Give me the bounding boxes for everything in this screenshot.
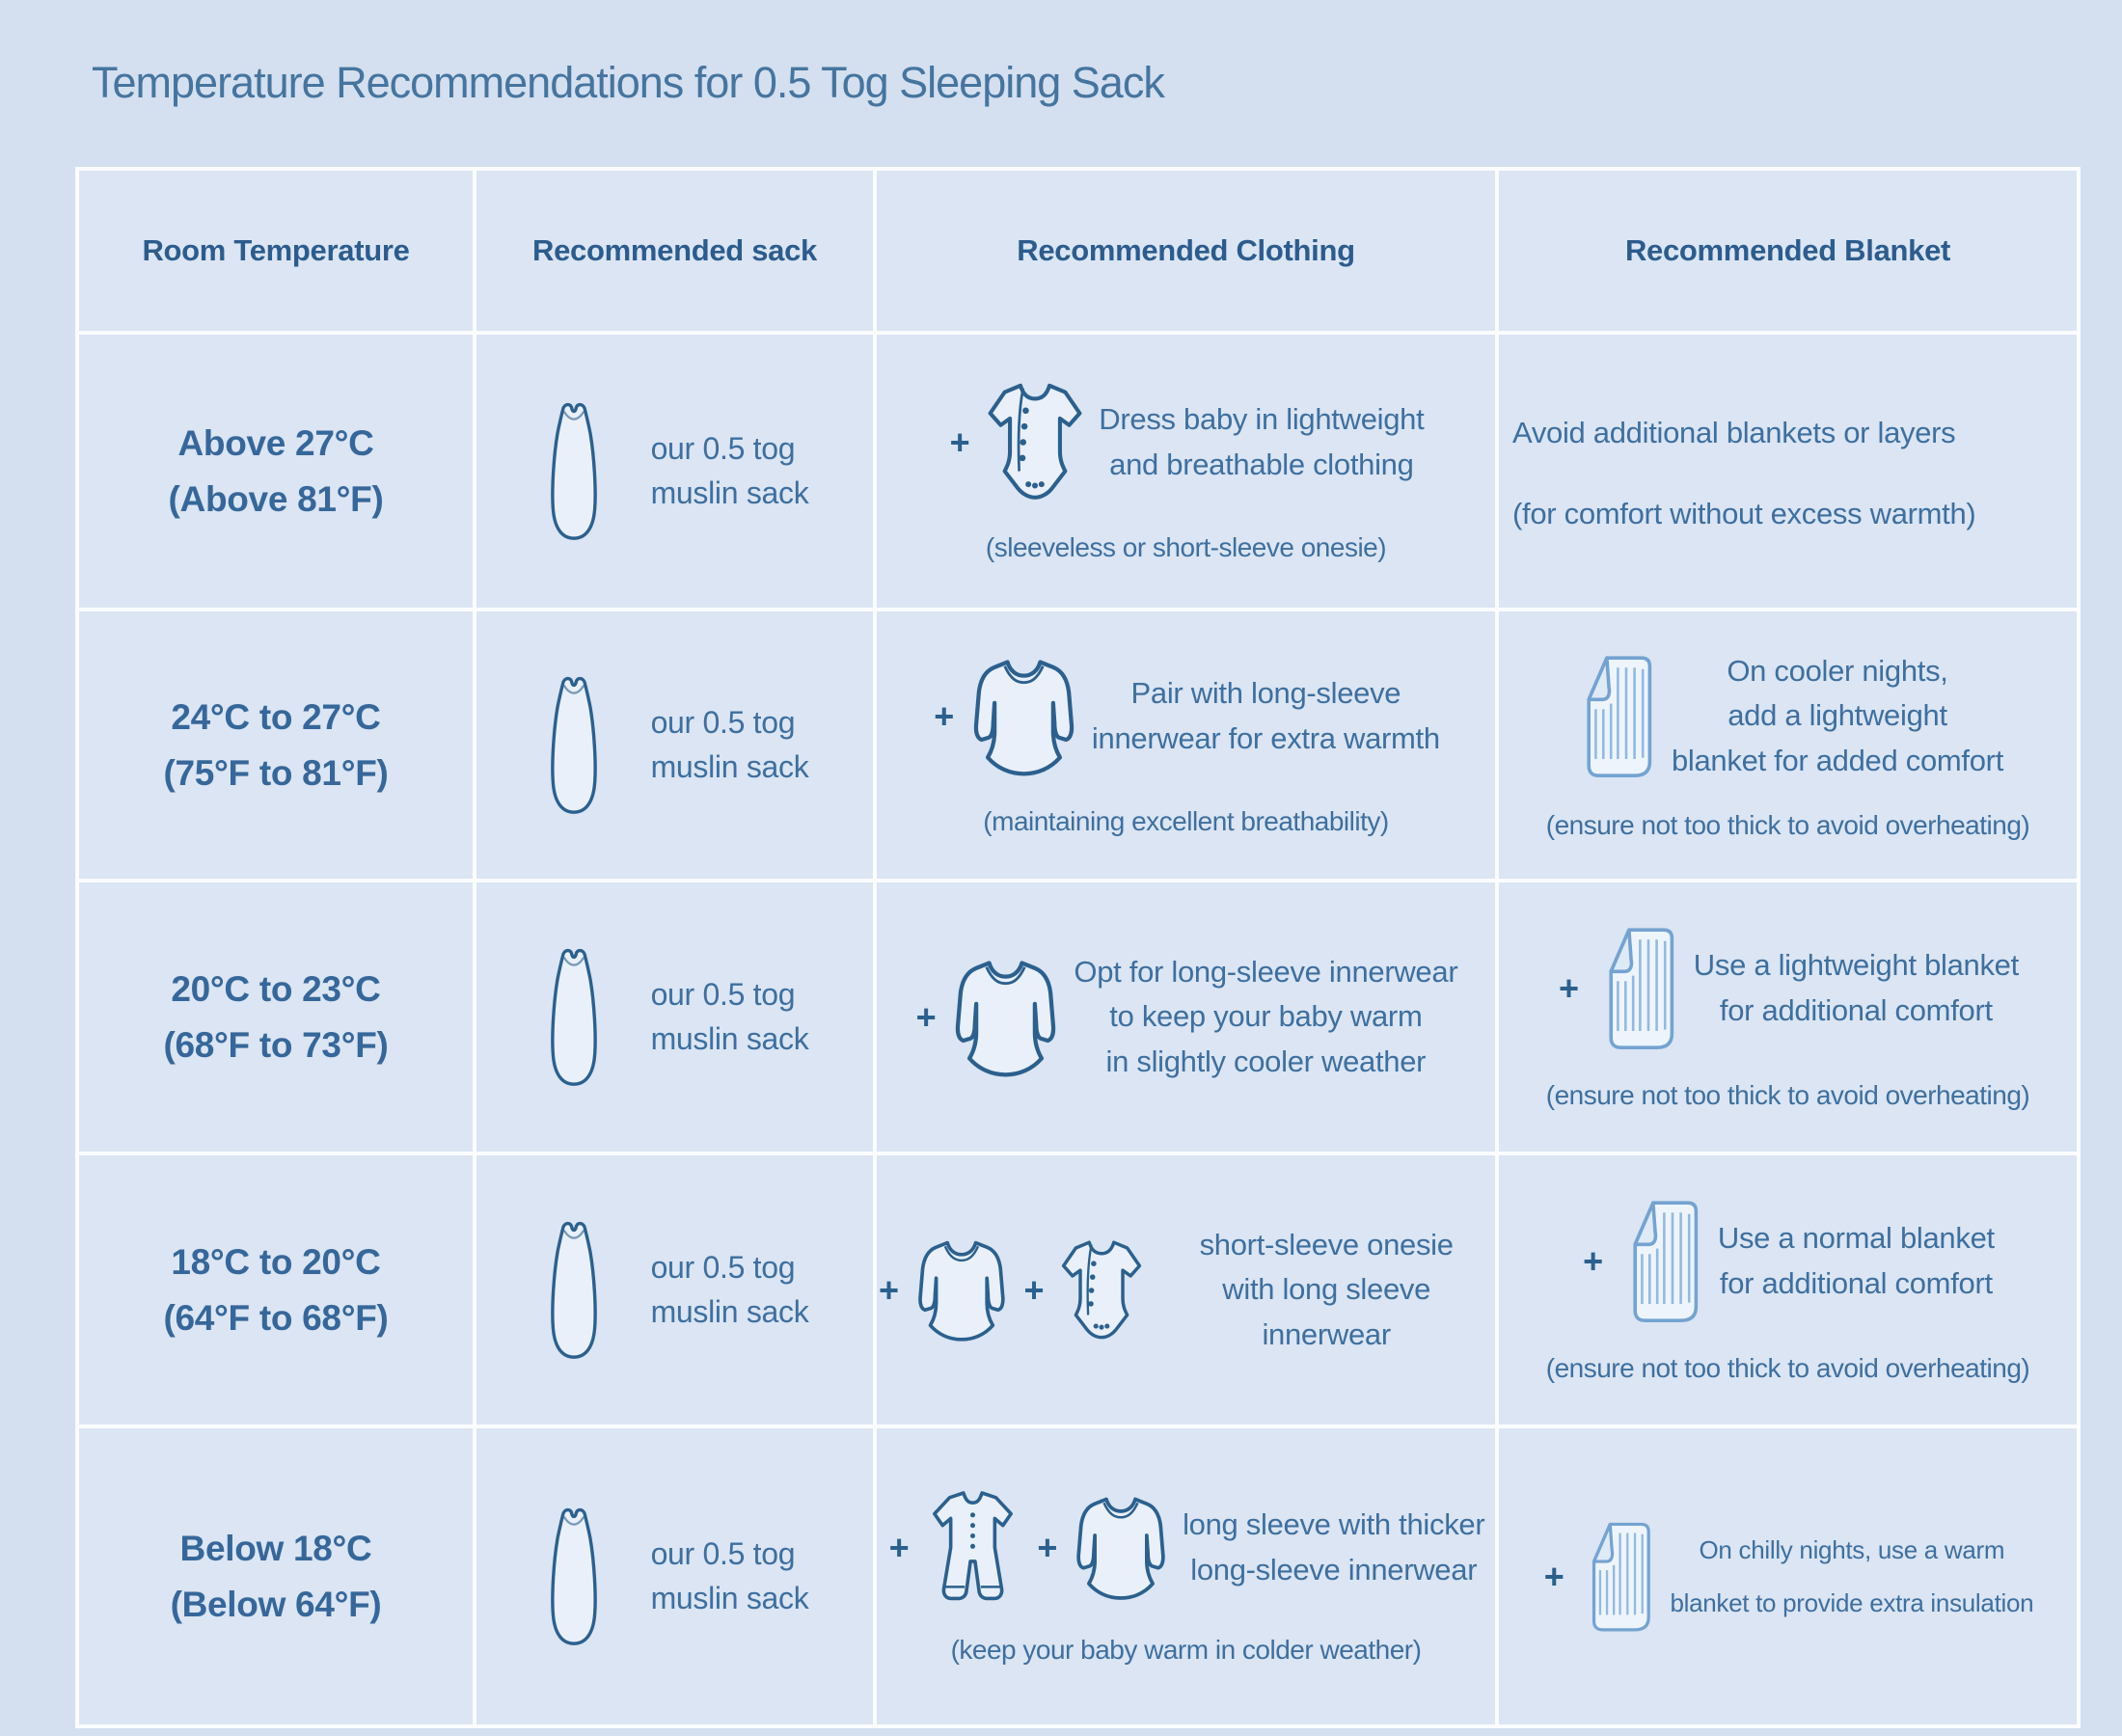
blanket-cell: + Use a lightweight blanket for addition…	[1499, 882, 2077, 1152]
long-sleeve-bodysuit-icon	[969, 654, 1078, 779]
clothing-text: short-sleeve onesie with long sleeve inn…	[1199, 1227, 1454, 1351]
plus-icon: +	[1583, 1240, 1603, 1281]
blanket-text: Use a normal blanket for additional comf…	[1717, 1221, 1995, 1300]
header-recommended-clothing: Recommended Clothing	[877, 171, 1495, 331]
sack-label: our 0.5 tog muslin sack	[650, 705, 809, 784]
plus-icon: +	[1543, 1556, 1564, 1596]
blanket-text: On chilly nights, use a warm blanket to …	[1670, 1534, 2034, 1617]
plus-icon: +	[879, 1269, 899, 1310]
clothing-text: Opt for long-sleeve innerwear to keep yo…	[1074, 954, 1458, 1078]
clothing-cell: + Pair with long-sleeve innerwear for ex…	[877, 611, 1495, 879]
sleeping-sack-icon	[541, 673, 607, 818]
plus-icon: +	[1559, 967, 1579, 1008]
plus-icon: +	[1037, 1527, 1058, 1567]
temp-celsius: 18°C to 20°C	[171, 1242, 381, 1283]
long-sleeve-top-icon	[1073, 1492, 1169, 1603]
temp-fahrenheit: (Above 81°F)	[168, 478, 384, 519]
sack-cell: our 0.5 tog muslin sack	[476, 335, 873, 608]
sack-label: our 0.5 tog muslin sack	[650, 1536, 809, 1615]
header-recommended-sack: Recommended sack	[476, 171, 873, 331]
blanket-icon	[1579, 1518, 1656, 1635]
sack-label: our 0.5 tog muslin sack	[650, 977, 809, 1056]
sack-label: our 0.5 tog muslin sack	[650, 431, 809, 510]
temp-fahrenheit: (75°F to 81°F)	[163, 752, 389, 793]
recommendations-table: Room Temperature Recommended sack Recomm…	[75, 167, 2081, 1728]
clothing-text: long sleeve with thicker long-sleeve inn…	[1183, 1507, 1485, 1587]
blanket-cell: On cooler nights, add a lightweight blan…	[1499, 611, 2077, 879]
temp-cell-18-20c: 18°C to 20°C (64°F to 68°F)	[79, 1155, 473, 1424]
long-sleeve-bodysuit-icon	[914, 1234, 1009, 1345]
clothing-cell: + Dress baby in lightweight and breathab…	[877, 335, 1495, 608]
long-sleeve-bodysuit-icon	[951, 955, 1060, 1080]
blanket-cell: + Use a normal blanket for additional co…	[1499, 1155, 2077, 1424]
sleeping-sack-icon	[541, 1218, 607, 1363]
temp-fahrenheit: (Below 64°F)	[170, 1584, 382, 1624]
temp-cell-below-18c: Below 18°C (Below 64°F)	[79, 1428, 473, 1724]
sleeping-sack-icon	[541, 1505, 607, 1649]
sleeping-sack-icon	[541, 399, 607, 544]
blanket-note: (for comfort without excess warmth)	[1512, 496, 1976, 530]
temp-celsius: Below 18°C	[179, 1529, 372, 1569]
sleeping-sack-icon	[541, 945, 607, 1090]
plus-icon: +	[949, 421, 970, 462]
blanket-icon	[1594, 923, 1680, 1053]
temp-fahrenheit: (64°F to 68°F)	[163, 1297, 389, 1338]
sack-label: our 0.5 tog muslin sack	[650, 1250, 809, 1329]
plus-icon: +	[1023, 1269, 1045, 1310]
header-recommended-blanket: Recommended Blanket	[1499, 171, 2077, 331]
blanket-cell: + On chilly nights, use a warm blanket t…	[1499, 1428, 2077, 1724]
sack-cell: our 0.5 tog muslin sack	[476, 1428, 873, 1724]
clothing-text: Dress baby in lightweight and breathable…	[1099, 402, 1425, 481]
blanket-note: (ensure not too thick to avoid overheati…	[1545, 1353, 2030, 1383]
clothing-cell: + + long sleeve with thicker long-sleeve…	[877, 1428, 1495, 1724]
plus-icon: +	[934, 695, 954, 736]
short-sleeve-onesie-icon	[1059, 1235, 1144, 1345]
short-sleeve-onesie-icon	[985, 379, 1085, 505]
sack-cell: our 0.5 tog muslin sack	[476, 882, 873, 1152]
clothing-cell: + Opt for long-sleeve innerwear to keep …	[877, 882, 1495, 1152]
sack-cell: our 0.5 tog muslin sack	[476, 611, 873, 879]
clothing-note: (keep your baby warm in colder weather)	[950, 1635, 1422, 1665]
temp-fahrenheit: (68°F to 73°F)	[163, 1024, 389, 1065]
blanket-text: On cooler nights, add a lightweight blan…	[1671, 653, 2004, 777]
blanket-cell: Avoid additional blankets or layers (for…	[1499, 335, 2077, 608]
page-title: Temperature Recommendations for 0.5 Tog …	[92, 58, 1165, 107]
blanket-icon	[1572, 651, 1658, 781]
clothing-cell: + + short-sleeve onesie with long sleeve…	[877, 1155, 1495, 1424]
blanket-note: (ensure not too thick to avoid overheati…	[1545, 1080, 2030, 1110]
footed-sleeper-icon	[924, 1487, 1021, 1608]
clothing-note: (sleeveless or short-sleeve onesie)	[985, 532, 1387, 562]
blanket-note: (ensure not too thick to avoid overheati…	[1545, 810, 2030, 841]
blanket-text: Avoid additional blankets or layers	[1512, 416, 1956, 450]
temp-cell-24-27c: 24°C to 27°C (75°F to 81°F)	[79, 611, 473, 879]
temp-celsius: 24°C to 27°C	[171, 697, 381, 738]
header-room-temperature: Room Temperature	[79, 171, 473, 331]
temp-celsius: Above 27°C	[177, 423, 374, 464]
sack-cell: our 0.5 tog muslin sack	[476, 1155, 873, 1424]
temp-cell-20-23c: 20°C to 23°C (68°F to 73°F)	[79, 882, 473, 1152]
clothing-note: (maintaining excellent breathability)	[983, 805, 1389, 836]
blanket-text: Use a lightweight blanket for additional…	[1693, 948, 2019, 1027]
blanket-icon	[1619, 1196, 1704, 1326]
plus-icon: +	[888, 1527, 910, 1567]
clothing-text: Pair with long-sleeve innerwear for extr…	[1091, 676, 1440, 755]
temp-cell-above-27c: Above 27°C (Above 81°F)	[79, 335, 473, 608]
plus-icon: +	[915, 996, 937, 1037]
temp-celsius: 20°C to 23°C	[171, 969, 381, 1010]
